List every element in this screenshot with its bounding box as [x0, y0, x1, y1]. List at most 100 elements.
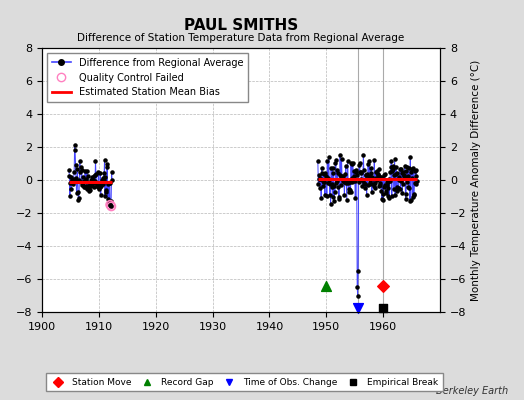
Point: [65, 173, 73, 179]
Point: [412, 181, 421, 187]
Point: [72, 175, 80, 182]
Point: [90, 173, 99, 179]
Point: [314, 158, 322, 164]
Point: [322, 173, 331, 180]
Point: [106, 202, 114, 208]
Point: [401, 196, 410, 202]
Point: [329, 164, 337, 171]
Point: [79, 182, 88, 188]
Point: [97, 180, 106, 187]
Point: [351, 195, 359, 202]
Point: [411, 168, 419, 174]
Point: [352, 166, 361, 173]
Point: [406, 154, 414, 160]
Point: [80, 184, 88, 191]
Point: [75, 195, 83, 202]
Point: [347, 160, 355, 166]
Point: [336, 173, 345, 180]
Point: [367, 165, 375, 171]
Point: [323, 158, 332, 165]
Point: [407, 169, 416, 176]
Point: [395, 174, 403, 180]
Point: [380, 184, 388, 190]
Point: [350, 168, 358, 174]
Point: [386, 168, 395, 175]
Point: [86, 181, 94, 188]
Point: [407, 196, 415, 203]
Point: [71, 147, 79, 154]
Point: [359, 152, 367, 158]
Point: [396, 186, 405, 192]
Point: [74, 197, 83, 204]
Point: [412, 167, 420, 174]
Point: [413, 178, 421, 184]
Point: [365, 181, 374, 187]
Point: [367, 170, 376, 176]
Point: [100, 170, 108, 177]
Point: [400, 163, 409, 169]
Point: [381, 188, 390, 194]
Point: [75, 158, 84, 164]
Point: [339, 175, 347, 181]
Point: [92, 180, 101, 187]
Point: [88, 174, 96, 180]
Point: [411, 173, 420, 179]
Point: [394, 185, 402, 191]
Point: [107, 169, 116, 176]
Point: [82, 182, 91, 189]
Point: [370, 180, 379, 186]
Point: [94, 169, 103, 176]
Point: [356, 169, 364, 175]
Point: [348, 160, 357, 167]
Point: [394, 185, 402, 191]
Point: [105, 180, 113, 186]
Point: [379, 282, 387, 289]
Point: [358, 183, 367, 190]
Point: [314, 181, 322, 187]
Point: [87, 176, 95, 183]
Point: [328, 180, 336, 187]
Point: [74, 189, 82, 196]
Point: [378, 175, 387, 182]
Point: [337, 182, 345, 188]
Point: [384, 185, 392, 191]
Point: [99, 175, 107, 182]
Point: [78, 182, 86, 188]
Point: [77, 164, 85, 170]
Point: [398, 190, 407, 196]
Point: [348, 175, 356, 181]
Text: Difference of Station Temperature Data from Regional Average: Difference of Station Temperature Data f…: [78, 33, 405, 43]
Point: [373, 168, 381, 174]
Point: [330, 198, 338, 204]
Point: [363, 171, 372, 177]
Point: [409, 194, 417, 200]
Point: [85, 184, 93, 190]
Point: [341, 177, 350, 183]
Point: [105, 199, 113, 205]
Point: [79, 174, 87, 180]
Point: [395, 177, 403, 183]
Point: [75, 177, 83, 183]
Point: [93, 182, 101, 189]
Point: [319, 170, 328, 177]
Point: [393, 170, 401, 176]
Point: [397, 177, 405, 184]
Legend: Difference from Regional Average, Quality Control Failed, Estimated Station Mean: Difference from Regional Average, Qualit…: [47, 53, 248, 102]
Point: [339, 173, 347, 180]
Point: [317, 195, 325, 201]
Point: [95, 180, 103, 186]
Point: [76, 169, 84, 176]
Point: [324, 154, 333, 161]
Point: [324, 174, 332, 181]
Point: [379, 197, 387, 203]
Point: [97, 182, 105, 189]
Point: [66, 179, 74, 186]
Point: [372, 174, 380, 181]
Point: [106, 202, 114, 208]
Point: [391, 192, 399, 198]
Point: [349, 178, 357, 185]
Point: [374, 172, 382, 178]
Point: [408, 174, 417, 181]
Point: [359, 176, 367, 183]
Point: [403, 173, 412, 180]
